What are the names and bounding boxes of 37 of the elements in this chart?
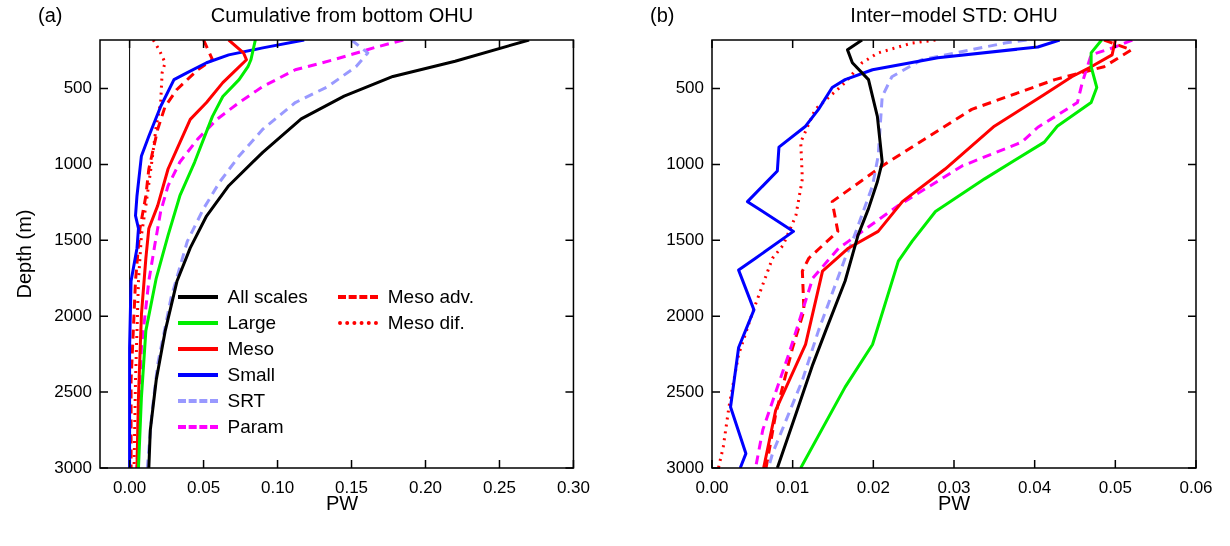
y-tick-label: 2000	[666, 305, 704, 325]
y-tick-label: 2500	[54, 381, 92, 401]
x-tick-label: 0.00	[113, 477, 147, 497]
x-tick-label: 0.02	[856, 477, 890, 497]
chart-title: Inter−model STD: OHU	[850, 4, 1058, 27]
y-tick-label: 1500	[666, 230, 704, 250]
y-tick-label: 2000	[54, 305, 92, 325]
x-tick-label: 0.20	[408, 477, 443, 497]
legend-label: Meso	[227, 338, 274, 360]
legend-label: Meso dif.	[387, 312, 465, 334]
x-tick-label: 0.10	[261, 477, 295, 497]
text: (b)	[650, 4, 675, 27]
y-tick-label: 2500	[666, 381, 704, 401]
x-tick-label: 0.00	[695, 477, 729, 497]
y-axis-title: Depth (m)	[12, 209, 36, 299]
y-tick-label: 500	[675, 78, 704, 98]
legend-label: Small	[227, 364, 276, 386]
y-tick-label: 1000	[54, 154, 92, 174]
x-tick-label: 0.25	[482, 477, 517, 497]
y-tick-label: 3000	[54, 457, 92, 477]
y-tick-label: 1000	[666, 154, 704, 174]
x-tick-label: 0.30	[556, 477, 590, 497]
legend-label: Large	[227, 312, 277, 334]
text: (a)	[38, 4, 63, 27]
x-tick-label: 0.04	[1018, 477, 1052, 497]
x-tick-label: 0.05	[187, 477, 221, 497]
x-tick-label: 0.05	[1098, 477, 1132, 497]
y-tick-label: 500	[63, 78, 92, 98]
y-tick-label: 3000	[666, 457, 704, 477]
legend-label: All scales	[227, 286, 308, 308]
legend-label: SRT	[227, 390, 266, 412]
chart-title: Cumulative from bottom OHU	[210, 4, 474, 27]
legend-label: Meso adv.	[387, 286, 474, 308]
x-tick-label: 0.01	[776, 477, 810, 497]
y-tick-label: 1500	[54, 230, 92, 250]
legend-label: Param	[227, 416, 284, 438]
x-tick-label: 0.06	[1179, 477, 1213, 497]
